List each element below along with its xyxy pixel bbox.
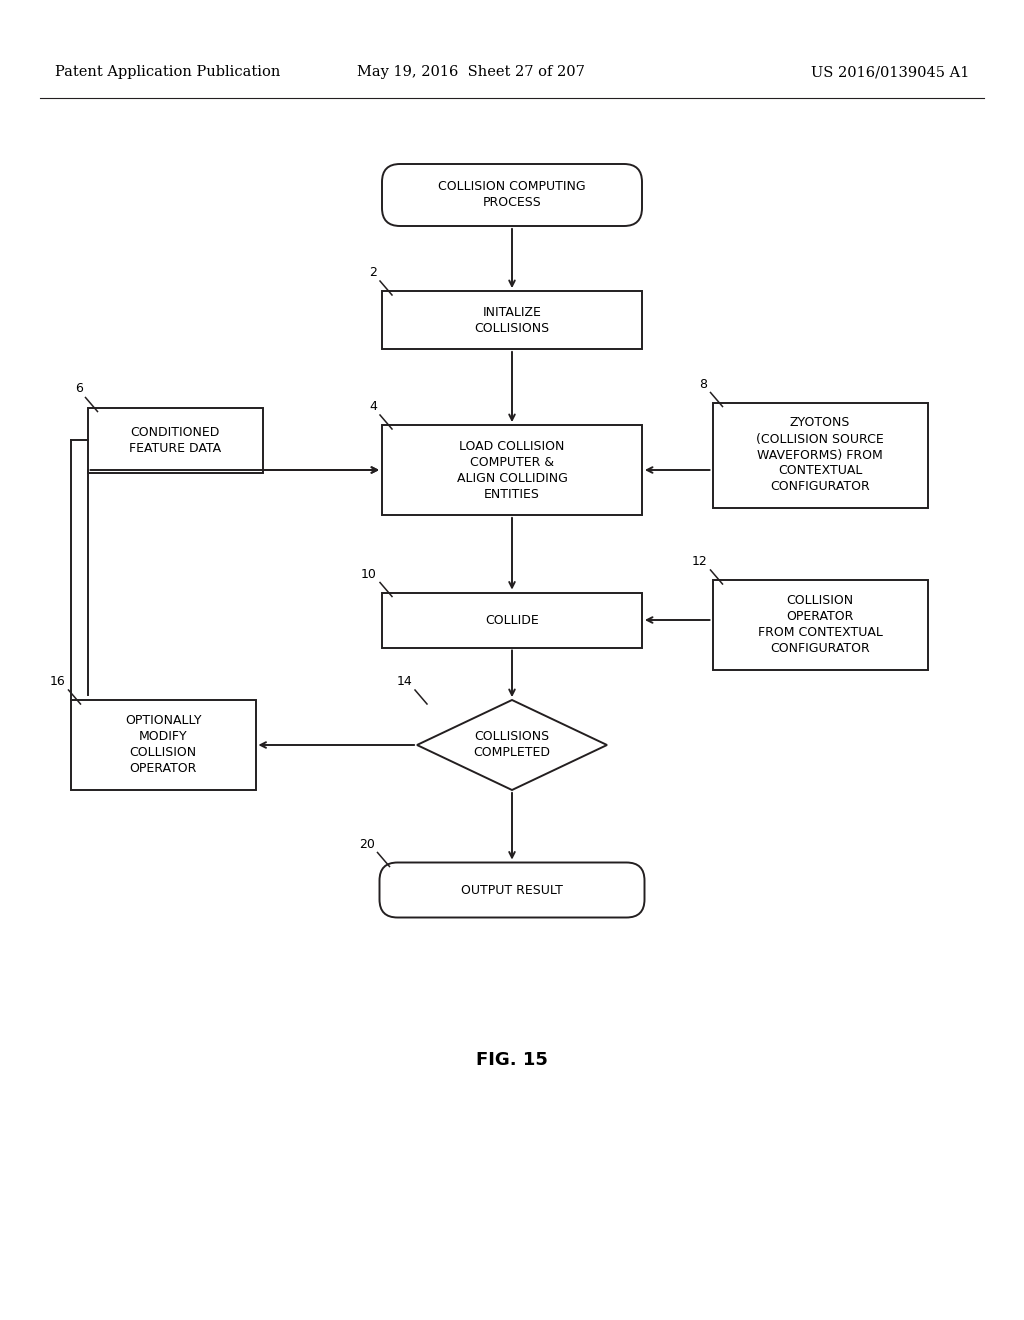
Text: Patent Application Publication: Patent Application Publication [55,65,281,79]
Text: COLLIDE: COLLIDE [485,614,539,627]
FancyBboxPatch shape [380,862,644,917]
Text: 12: 12 [692,554,708,568]
Text: 6: 6 [75,383,83,396]
Text: CONDITIONED
FEATURE DATA: CONDITIONED FEATURE DATA [129,425,221,454]
Text: 20: 20 [358,837,375,850]
Text: LOAD COLLISION
COMPUTER &
ALIGN COLLIDING
ENTITIES: LOAD COLLISION COMPUTER & ALIGN COLLIDIN… [457,440,567,500]
Text: OPTIONALLY
MODIFY
COLLISION
OPERATOR: OPTIONALLY MODIFY COLLISION OPERATOR [125,714,202,776]
Bar [382,593,642,648]
Text: COLLISION COMPUTING
PROCESS: COLLISION COMPUTING PROCESS [438,181,586,210]
Text: 2: 2 [369,267,377,279]
Text: May 19, 2016  Sheet 27 of 207: May 19, 2016 Sheet 27 of 207 [357,65,585,79]
Text: 14: 14 [396,675,412,688]
Bar [713,403,928,507]
Text: US 2016/0139045 A1: US 2016/0139045 A1 [811,65,969,79]
Text: 8: 8 [699,378,708,391]
Bar [382,290,642,348]
Text: FIG. 15: FIG. 15 [476,1051,548,1069]
Text: INITALIZE
COLLISIONS: INITALIZE COLLISIONS [474,305,550,334]
Bar [71,700,256,789]
Text: COLLISION
OPERATOR
FROM CONTEXTUAL
CONFIGURATOR: COLLISION OPERATOR FROM CONTEXTUAL CONFI… [758,594,883,656]
Text: 16: 16 [50,675,66,688]
Text: 10: 10 [361,568,377,581]
Text: OUTPUT RESULT: OUTPUT RESULT [461,883,563,896]
Text: 4: 4 [369,400,377,413]
Text: COLLISIONS
COMPLETED: COLLISIONS COMPLETED [473,730,551,759]
Bar [87,408,262,473]
Bar [382,425,642,515]
Polygon shape [417,700,607,789]
Text: ZYOTONS
(COLLISION SOURCE
WAVEFORMS) FROM
CONTEXTUAL
CONFIGURATOR: ZYOTONS (COLLISION SOURCE WAVEFORMS) FRO… [756,417,884,494]
Bar [713,579,928,671]
FancyBboxPatch shape [382,164,642,226]
